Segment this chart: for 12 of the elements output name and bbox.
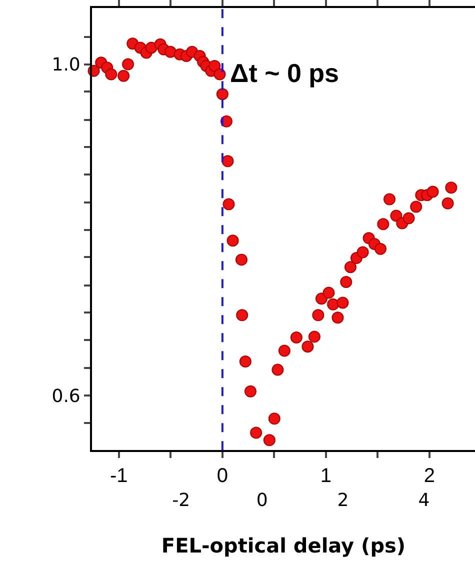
x-tick-label: 1 <box>320 465 332 488</box>
x-tick-label: -1 <box>110 465 128 488</box>
y-tick-label: 0.6 <box>52 386 80 407</box>
x-tick-label: 0 <box>216 465 228 488</box>
x2-tick-label: 0 <box>256 490 268 511</box>
annotation: Δt ~ 0 ps <box>230 58 340 88</box>
x-tick-label: 2 <box>424 465 436 488</box>
y-tick-label: 1.0 <box>52 54 80 76</box>
x2-tick-label: -2 <box>172 490 190 511</box>
x2-tick-label: 2 <box>337 490 349 511</box>
x2-tick-label: 4 <box>418 490 430 511</box>
x-axis-title: FEL-optical delay (ps) <box>161 534 406 558</box>
